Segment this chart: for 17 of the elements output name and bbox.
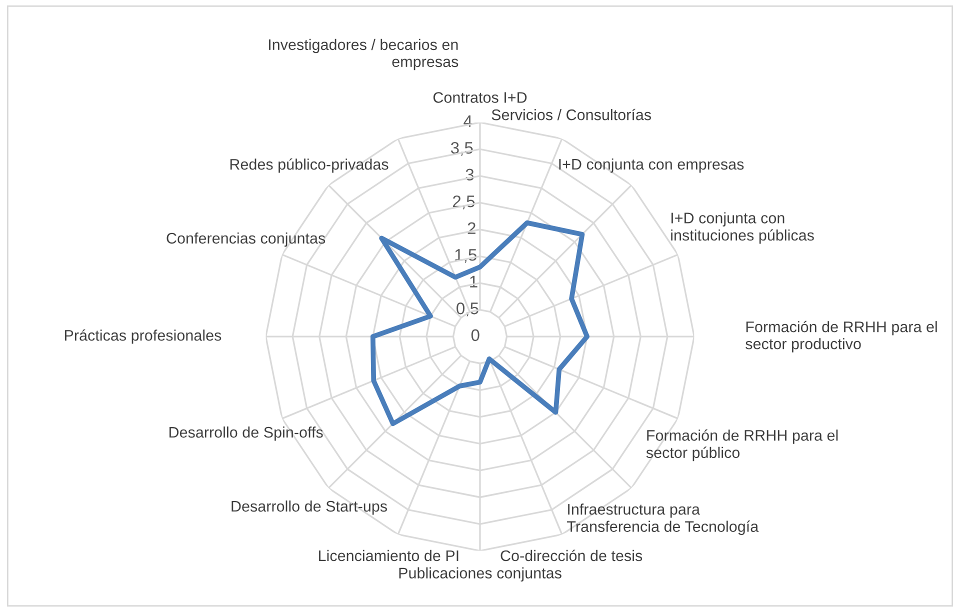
spoke-label: Conferencias conjuntas (166, 232, 326, 247)
spoke-label: Formación de RRHH para el sector público (646, 429, 838, 462)
spoke-label: Formación de RRHH para el sector productivo (746, 320, 937, 352)
spoke-label: Publicaciones conjuntas (399, 567, 562, 582)
spoke-label: Desarrollo de Spin-offs (169, 426, 323, 441)
spoke-label: Co-dirección de tesis (500, 550, 642, 562)
spoke-label: Prácticas profesionales (64, 329, 222, 344)
spoke-label: I+D conjunta con instituciones públicas (671, 212, 814, 244)
spoke-label: Servicios / Consultorías (492, 108, 652, 120)
spoke-label: Redes público-privadas (230, 158, 388, 173)
spoke-label: Licenciamiento de PI (319, 550, 458, 562)
spoke-label: Infraestructura para Transferencia de Tecnología (567, 504, 759, 535)
spoke-label: Contratos I+D (433, 92, 527, 103)
y-tick-label: 0 (471, 329, 480, 342)
spoke-label: Investigadores / becarios en empresas (269, 38, 458, 70)
spoke-label: Desarrollo de Start-ups (232, 500, 387, 515)
spoke-label: I+D conjunta con empresas (559, 158, 744, 173)
